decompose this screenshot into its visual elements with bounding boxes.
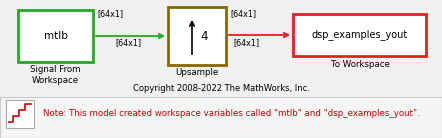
Text: Copyright 2008-2022 The MathWorks, Inc.: Copyright 2008-2022 The MathWorks, Inc. <box>133 84 309 93</box>
FancyBboxPatch shape <box>6 100 34 128</box>
FancyBboxPatch shape <box>168 7 226 65</box>
FancyBboxPatch shape <box>293 14 426 56</box>
Text: [64x1]: [64x1] <box>230 9 256 18</box>
Text: Signal From
Workspace: Signal From Workspace <box>30 65 80 85</box>
FancyBboxPatch shape <box>0 97 442 138</box>
Text: [64x1]: [64x1] <box>115 38 141 47</box>
Text: [64x1]: [64x1] <box>233 38 259 47</box>
Text: [64x1]: [64x1] <box>97 9 123 18</box>
Text: dsp_examples_yout: dsp_examples_yout <box>311 30 408 40</box>
FancyBboxPatch shape <box>18 10 93 62</box>
Text: Upsample: Upsample <box>175 68 219 77</box>
Text: mtlb: mtlb <box>44 31 68 41</box>
Text: To Workspace: To Workspace <box>331 60 389 69</box>
Text: 4: 4 <box>200 30 207 43</box>
Text: Note: This model created workspace variables called "mtlb" and "dsp_examples_you: Note: This model created workspace varia… <box>43 109 420 119</box>
